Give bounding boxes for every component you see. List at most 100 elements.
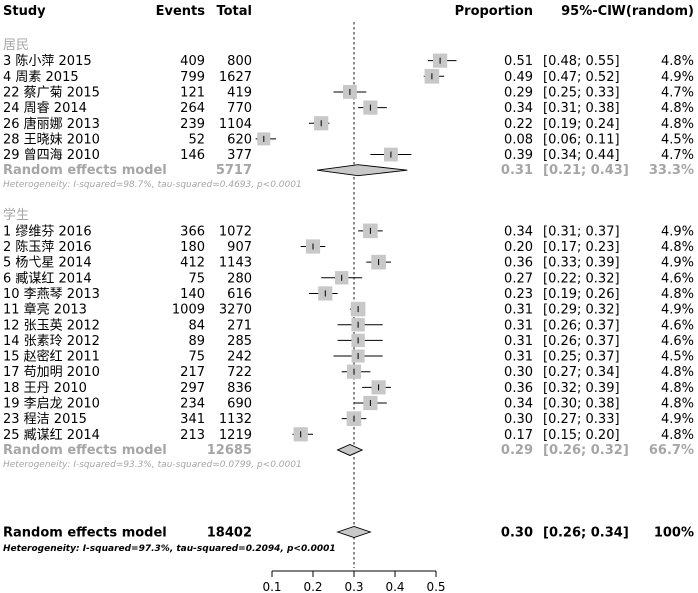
study-total: 690: [227, 397, 252, 412]
study-name: 1 缪维芬 2016: [3, 223, 92, 239]
study-events: 341: [180, 412, 205, 427]
header-total: Total: [216, 4, 252, 19]
study-events: 121: [180, 85, 205, 100]
study-events: 84: [188, 318, 205, 333]
study-events: 234: [180, 397, 205, 412]
study-weight: 4.8%: [661, 381, 694, 396]
header-events: Events: [156, 4, 206, 19]
study-events: 217: [180, 365, 205, 380]
study-name: 12 张玉英 2012: [3, 318, 100, 333]
overall-summary-diamond: [336, 526, 372, 538]
study-total: 1132: [219, 412, 252, 427]
study-weight: 4.8%: [661, 117, 694, 132]
study-events: 409: [180, 54, 205, 69]
study-proportion: 0.34: [504, 224, 533, 239]
study-ci: [0.48; 0.55]: [543, 54, 620, 69]
subgroup-summary-weight: 33.3%: [649, 163, 694, 178]
study-total: 836: [227, 381, 252, 396]
study-proportion: 0.20: [504, 240, 533, 255]
study-name: 11 章亮 2013: [3, 302, 87, 318]
study-proportion: 0.30: [504, 412, 533, 427]
study-ci: [0.25; 0.33]: [543, 85, 620, 100]
study-total: 1143: [219, 256, 252, 271]
study-events: 1009: [172, 303, 205, 318]
study-events: 213: [180, 428, 205, 443]
study-weight: 4.8%: [661, 365, 694, 380]
subgroup-summary-proportion: 0.29: [501, 443, 533, 458]
study-proportion: 0.31: [504, 350, 533, 365]
study-proportion: 0.39: [504, 148, 533, 163]
study-total: 722: [227, 365, 252, 380]
study-name: 4 周素 2015: [3, 70, 79, 85]
study-name: 3 陈小萍 2015: [3, 53, 92, 69]
study-weight: 4.7%: [661, 148, 694, 163]
study-name: 17 苟加明 2010: [3, 365, 100, 380]
study-name: 15 赵密红 2011: [3, 349, 100, 365]
study-proportion: 0.49: [504, 70, 533, 85]
study-ci: [0.33; 0.39]: [543, 256, 620, 271]
study-events: 366: [180, 224, 205, 239]
study-weight: 4.9%: [661, 70, 694, 85]
study-proportion: 0.31: [504, 334, 533, 349]
study-proportion: 0.30: [504, 365, 533, 380]
study-total: 280: [227, 271, 252, 286]
study-events: 239: [180, 117, 205, 132]
study-proportion: 0.36: [504, 256, 533, 271]
study-proportion: 0.51: [504, 54, 533, 69]
study-total: 616: [227, 287, 252, 302]
subgroup-summary-total: 12685: [207, 443, 252, 458]
study-total: 271: [227, 318, 252, 333]
study-total: 285: [227, 334, 252, 349]
study-proportion: 0.34: [504, 101, 533, 116]
study-name: 2 陈玉萍 2016: [3, 239, 92, 255]
study-ci: [0.31; 0.37]: [543, 224, 620, 239]
header-study: Study: [3, 4, 46, 19]
study-weight: 4.8%: [661, 397, 694, 412]
subgroup-summary-total: 5717: [216, 163, 252, 178]
study-name: 6 臧谋红 2014: [3, 270, 92, 286]
study-weight: 4.8%: [661, 428, 694, 443]
study-proportion: 0.29: [504, 85, 533, 100]
study-weight: 4.9%: [661, 412, 694, 427]
study-ci: [0.31; 0.38]: [543, 101, 620, 116]
overall-summary-label: Random effects model: [3, 526, 167, 541]
study-ci: [0.22; 0.32]: [543, 271, 620, 286]
study-ci: [0.30; 0.38]: [543, 397, 620, 412]
study-name: 10 李燕琴 2013: [3, 287, 100, 302]
header-proportion: Proportion: [455, 4, 533, 19]
subgroup-summary-diamond: [317, 164, 408, 177]
subgroup-heterogeneity: Heterogeneity: I-squared=93.3%, tau-squa…: [3, 460, 302, 470]
study-ci: [0.17; 0.23]: [543, 240, 620, 255]
x-axis-tick-label: 0.5: [426, 580, 445, 593]
study-ci: [0.26; 0.37]: [543, 318, 620, 333]
study-proportion: 0.27: [504, 271, 533, 286]
study-ci: [0.25; 0.37]: [543, 350, 620, 365]
study-weight: 4.6%: [661, 334, 694, 349]
study-events: 140: [180, 287, 205, 302]
study-ci: [0.26; 0.37]: [543, 334, 620, 349]
study-weight: 4.8%: [661, 240, 694, 255]
overall-summary-ci: [0.26; 0.34]: [543, 526, 629, 541]
study-total: 770: [227, 101, 252, 116]
study-weight: 4.8%: [661, 287, 694, 302]
study-events: 297: [180, 381, 205, 396]
study-total: 800: [227, 54, 252, 69]
study-total: 419: [227, 85, 252, 100]
subgroup-summary-diamond: [336, 443, 364, 456]
subgroup-summary-proportion: 0.31: [501, 163, 533, 178]
overall-heterogeneity: Heterogeneity: I-squared=97.3%, tau-squa…: [3, 544, 336, 554]
study-ci: [0.27; 0.34]: [543, 365, 620, 380]
study-name: 5 杨弋星 2014: [3, 256, 92, 271]
study-events: 75: [188, 271, 205, 286]
study-events: 89: [188, 334, 205, 349]
study-name: 23 程洁 2015: [3, 412, 87, 427]
study-total: 242: [227, 350, 252, 365]
study-name: 28 王晓妹 2010: [3, 132, 100, 147]
header-ci: 95%-CI: [561, 4, 612, 19]
study-proportion: 0.22: [504, 117, 533, 132]
subgroup-summary-weight: 66.7%: [649, 443, 694, 458]
x-axis-tick-label: 0.4: [385, 580, 404, 593]
study-proportion: 0.17: [504, 428, 533, 443]
header-weight: W(random): [612, 4, 694, 19]
